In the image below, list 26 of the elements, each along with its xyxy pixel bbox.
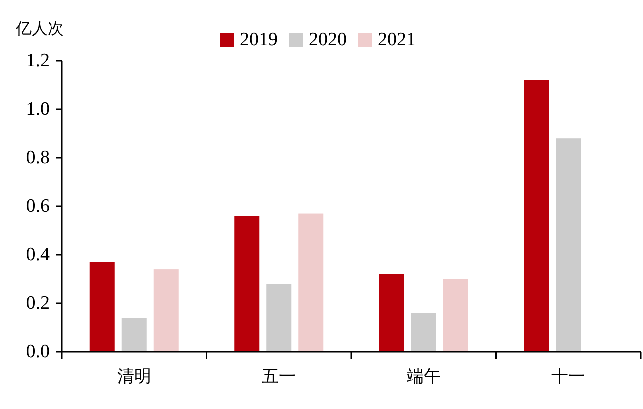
x-tick-label: 端午 (406, 367, 441, 386)
y-axis-title: 亿人次 (15, 21, 64, 38)
bar (556, 138, 582, 352)
bar (122, 318, 147, 352)
bar (443, 279, 468, 352)
bar (411, 313, 436, 352)
legend-label: 2021 (378, 30, 416, 50)
bar (379, 274, 404, 352)
bar (234, 216, 260, 352)
bar (266, 284, 292, 352)
y-tick-label: 0.0 (26, 342, 50, 362)
bar (298, 214, 324, 352)
x-tick-label: 十一 (552, 367, 586, 386)
legend-label: 2019 (240, 30, 278, 50)
y-tick-label: 0.2 (26, 293, 50, 314)
bar (524, 80, 550, 352)
y-tick-label: 0.4 (26, 244, 50, 266)
x-tick-label: 五一 (262, 367, 296, 386)
y-tick-label: 0.6 (26, 196, 50, 217)
bar (90, 262, 115, 352)
y-tick-label: 1.2 (26, 50, 50, 72)
legend-label: 2020 (309, 30, 347, 50)
bar (154, 270, 179, 352)
x-tick-label: 清明 (117, 367, 152, 386)
y-tick-label: 1.0 (26, 99, 50, 120)
y-tick-label: 0.8 (26, 148, 50, 168)
